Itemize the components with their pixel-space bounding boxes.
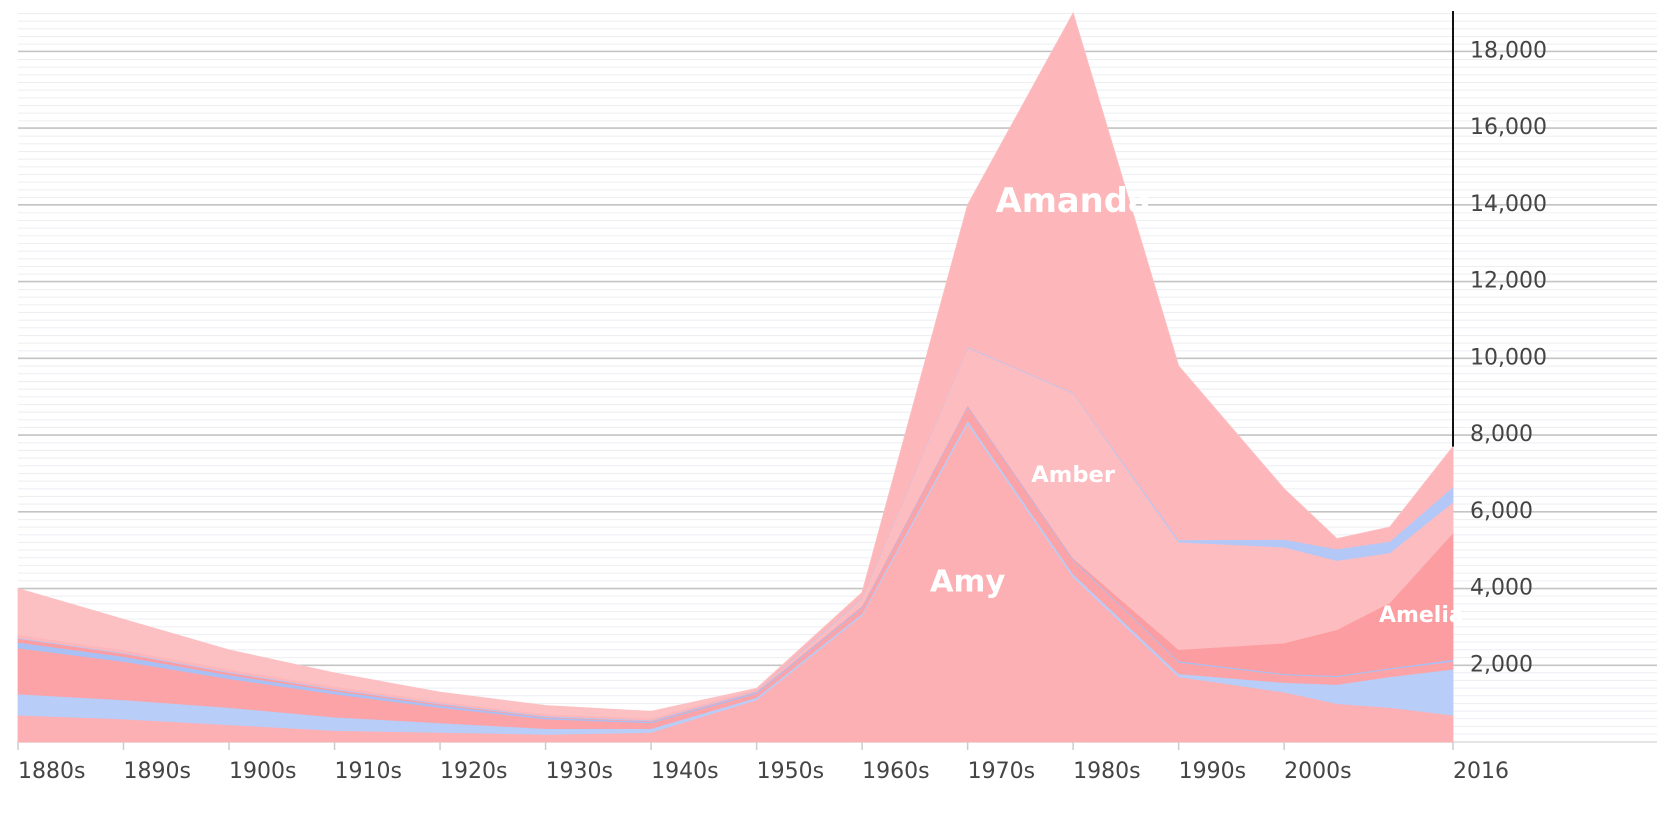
x-tick-label: 1980s bbox=[1073, 759, 1140, 784]
x-tick-label: 2016 bbox=[1453, 759, 1509, 784]
area-label: Amy bbox=[930, 564, 1006, 599]
y-tick-label: 10,000 bbox=[1470, 345, 1547, 370]
x-tick-label: 1930s bbox=[546, 759, 613, 784]
y-tick-label: 8,000 bbox=[1470, 422, 1533, 447]
area-label: Amanda bbox=[996, 181, 1151, 220]
x-tick-label: 1970s bbox=[968, 759, 1035, 784]
y-tick-label: 14,000 bbox=[1470, 192, 1547, 217]
area-label: Amber bbox=[1031, 462, 1116, 488]
x-tick-label: 2000s bbox=[1284, 759, 1351, 784]
area-label: Amelia bbox=[1379, 603, 1464, 628]
y-tick-label: 6,000 bbox=[1470, 499, 1533, 524]
y-tick-label: 12,000 bbox=[1470, 269, 1547, 294]
x-tick-label: 1920s bbox=[440, 759, 507, 784]
y-tick-label: 16,000 bbox=[1470, 115, 1547, 140]
x-tick-label: 1910s bbox=[335, 759, 402, 784]
x-tick-label: 1990s bbox=[1179, 759, 1246, 784]
y-tick-label: 2,000 bbox=[1470, 652, 1533, 677]
x-tick-label: 1880s bbox=[18, 759, 85, 784]
y-tick-label: 4,000 bbox=[1470, 576, 1533, 601]
y-tick-label: 18,000 bbox=[1470, 38, 1547, 63]
x-tick-label: 1960s bbox=[862, 759, 929, 784]
x-tick-label: 1890s bbox=[124, 759, 191, 784]
area bbox=[17, 11, 1454, 719]
x-tick-label: 1900s bbox=[229, 759, 296, 784]
x-tick-label: 1950s bbox=[757, 759, 824, 784]
x-tick-label: 1940s bbox=[651, 759, 718, 784]
